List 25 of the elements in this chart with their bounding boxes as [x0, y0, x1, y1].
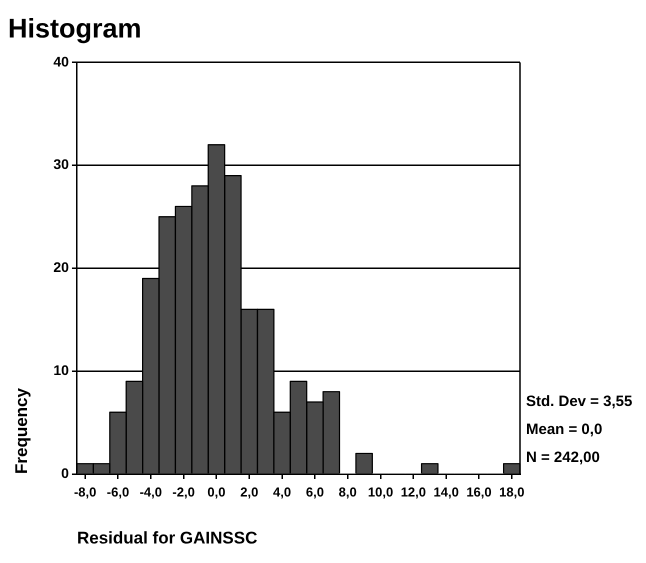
text: Mean = 0,0: [526, 421, 602, 438]
x-tick-label: 16,0: [466, 484, 492, 500]
x-axis-title: Residual for GAINSSC: [76, 528, 258, 548]
x-tick-label: 6,0: [306, 484, 324, 500]
y-tick-label: 10: [53, 362, 70, 378]
y-axis-title: Frequency: [12, 387, 31, 474]
x-tick-label: 4,0: [273, 484, 292, 500]
text: N = 242,00: [526, 449, 600, 466]
x-tick-label: -8,0: [74, 484, 96, 500]
y-tick-label: 20: [53, 259, 70, 276]
y-tick-label: 40: [53, 53, 70, 70]
x-tick-label: -4,0: [140, 484, 162, 500]
x-tick-label: -2,0: [172, 484, 195, 500]
chart-title: Histogram: [8, 14, 142, 44]
x-tick-label: 14,0: [434, 484, 459, 500]
x-tick-label: 8,0: [338, 484, 357, 500]
text: Std. Dev = 3,55: [526, 393, 632, 410]
x-tick-label: 2,0: [240, 484, 258, 500]
y-tick-label: 30: [53, 156, 70, 172]
x-tick-label: 0,0: [207, 484, 226, 500]
x-tick-label: 12,0: [400, 484, 426, 500]
x-tick-label: 10,0: [368, 484, 394, 500]
x-tick-label: 18,0: [499, 484, 524, 500]
y-tick-label: 0: [61, 464, 70, 481]
x-tick-label: -6,0: [106, 484, 130, 500]
